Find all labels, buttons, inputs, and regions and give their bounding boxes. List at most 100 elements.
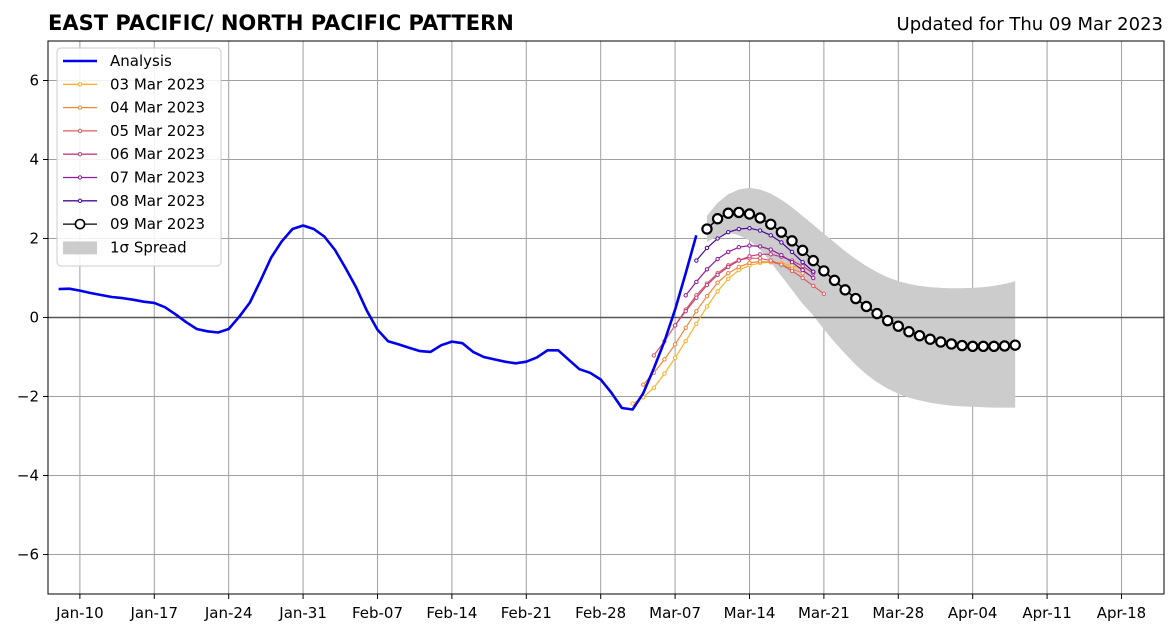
legend-label: 07 Mar 2023 bbox=[110, 169, 205, 187]
forecast-point bbox=[757, 228, 763, 233]
legend-label: 06 Mar 2023 bbox=[110, 145, 205, 163]
legend-label: 09 Mar 2023 bbox=[110, 215, 205, 233]
x-tick-label: Apr-18 bbox=[1097, 604, 1147, 622]
analysis-line bbox=[58, 224, 698, 411]
y-tick-label: 6 bbox=[29, 72, 39, 90]
forecast-point bbox=[775, 226, 788, 238]
y-tick-label: 0 bbox=[29, 309, 39, 327]
forecast-point bbox=[726, 276, 731, 281]
forecast-point bbox=[711, 213, 724, 225]
forecast-point bbox=[747, 226, 752, 231]
forecast-point bbox=[651, 385, 657, 391]
forecast-point bbox=[779, 252, 784, 258]
legend-marker bbox=[77, 82, 83, 87]
y-tick-label: −2 bbox=[17, 388, 39, 406]
forecast-point bbox=[800, 275, 805, 281]
legend-marker bbox=[77, 152, 83, 157]
axis-ticks: Jan-10 Jan-17 Jan-24 Jan-31 Feb-07 Feb-14 Feb-… bbox=[17, 72, 1146, 623]
legend-item: 06 Mar 2023 bbox=[63, 145, 205, 163]
forecast-series bbox=[701, 206, 1021, 353]
legend-label: 03 Mar 2023 bbox=[110, 75, 205, 93]
legend-label: 05 Mar 2023 bbox=[110, 122, 205, 140]
forecast-point bbox=[956, 339, 968, 352]
forecast-point bbox=[789, 249, 795, 255]
forecast-point bbox=[860, 300, 873, 313]
forecast-series bbox=[672, 252, 816, 328]
legend-label: 04 Mar 2023 bbox=[110, 99, 205, 117]
forecast-point bbox=[715, 280, 720, 285]
forecast-point bbox=[672, 342, 678, 347]
forecast-point bbox=[765, 218, 777, 230]
x-tick-label: Jan-10 bbox=[55, 604, 104, 622]
x-tick-label: Apr-11 bbox=[1022, 604, 1072, 622]
forecast-point bbox=[811, 283, 816, 289]
forecast-line bbox=[642, 260, 803, 386]
legend-box bbox=[56, 47, 222, 267]
x-tick-label: Jan-31 bbox=[278, 604, 327, 622]
forecast-point bbox=[998, 340, 1011, 352]
forecast-point bbox=[704, 293, 710, 299]
forecast-point bbox=[800, 260, 805, 265]
forecast-point bbox=[789, 268, 795, 274]
forecast-point bbox=[945, 338, 958, 350]
y-tick-label: −6 bbox=[17, 546, 39, 564]
x-tick-label: Mar-07 bbox=[649, 604, 701, 622]
legend-label: 1σ Spread bbox=[110, 238, 187, 256]
forecast-point bbox=[924, 333, 936, 345]
legend-marker bbox=[77, 105, 83, 110]
y-tick-label: −4 bbox=[17, 467, 39, 485]
x-tick-label: Feb-28 bbox=[575, 604, 626, 622]
updated-date: Updated for Thu 09 Mar 2023 bbox=[897, 14, 1163, 35]
forecast-point bbox=[736, 244, 742, 250]
x-tick-label: Feb-14 bbox=[426, 604, 477, 622]
forecast-point bbox=[807, 254, 819, 267]
forecast-point bbox=[903, 326, 915, 338]
analysis-polyline bbox=[58, 224, 698, 411]
forecast-point bbox=[779, 240, 784, 245]
forecast-point bbox=[768, 258, 773, 263]
y-tick-label: 2 bbox=[29, 230, 39, 248]
forecast-point bbox=[768, 247, 773, 252]
legend-item: 04 Mar 2023 bbox=[63, 99, 205, 117]
forecast-point bbox=[683, 325, 688, 330]
forecast-lines bbox=[630, 206, 1021, 406]
forecast-point bbox=[966, 340, 979, 353]
legend-marker bbox=[74, 218, 86, 230]
y-tick-label: 4 bbox=[29, 151, 39, 169]
forecast-point bbox=[672, 323, 678, 328]
forecast-point bbox=[757, 256, 763, 261]
forecast-point bbox=[683, 293, 688, 298]
legend-item: 08 Mar 2023 bbox=[63, 192, 205, 210]
forecast-point bbox=[757, 244, 763, 249]
forecast-point bbox=[754, 212, 766, 224]
x-tick-label: Jan-24 bbox=[204, 604, 253, 622]
forecast-point bbox=[913, 329, 926, 342]
forecast-series bbox=[683, 243, 816, 298]
forecast-point bbox=[747, 260, 752, 266]
forecast-point bbox=[935, 336, 947, 348]
forecast-point bbox=[722, 207, 734, 219]
forecast-point bbox=[811, 275, 816, 281]
x-tick-label: Mar-14 bbox=[724, 604, 776, 622]
forecast-point bbox=[701, 223, 713, 235]
forecast-point bbox=[892, 320, 904, 332]
forecast-point bbox=[821, 291, 827, 296]
forecast-point bbox=[641, 382, 646, 387]
forecast-point bbox=[694, 279, 699, 285]
forecast-point bbox=[818, 265, 830, 277]
x-tick-label: Mar-28 bbox=[872, 604, 924, 622]
forecast-point bbox=[694, 295, 699, 300]
forecast-point bbox=[715, 236, 720, 241]
legend-marker bbox=[77, 128, 83, 134]
forecast-point bbox=[694, 321, 699, 327]
forecast-series bbox=[641, 259, 805, 387]
forecast-point bbox=[694, 258, 699, 263]
legend-marker bbox=[77, 175, 83, 180]
forecast-point bbox=[651, 353, 657, 358]
forecast-point bbox=[786, 235, 798, 247]
forecast-point bbox=[704, 304, 710, 309]
forecast-point bbox=[988, 340, 1000, 353]
forecast-point bbox=[630, 401, 635, 406]
forecast-point bbox=[757, 252, 763, 257]
